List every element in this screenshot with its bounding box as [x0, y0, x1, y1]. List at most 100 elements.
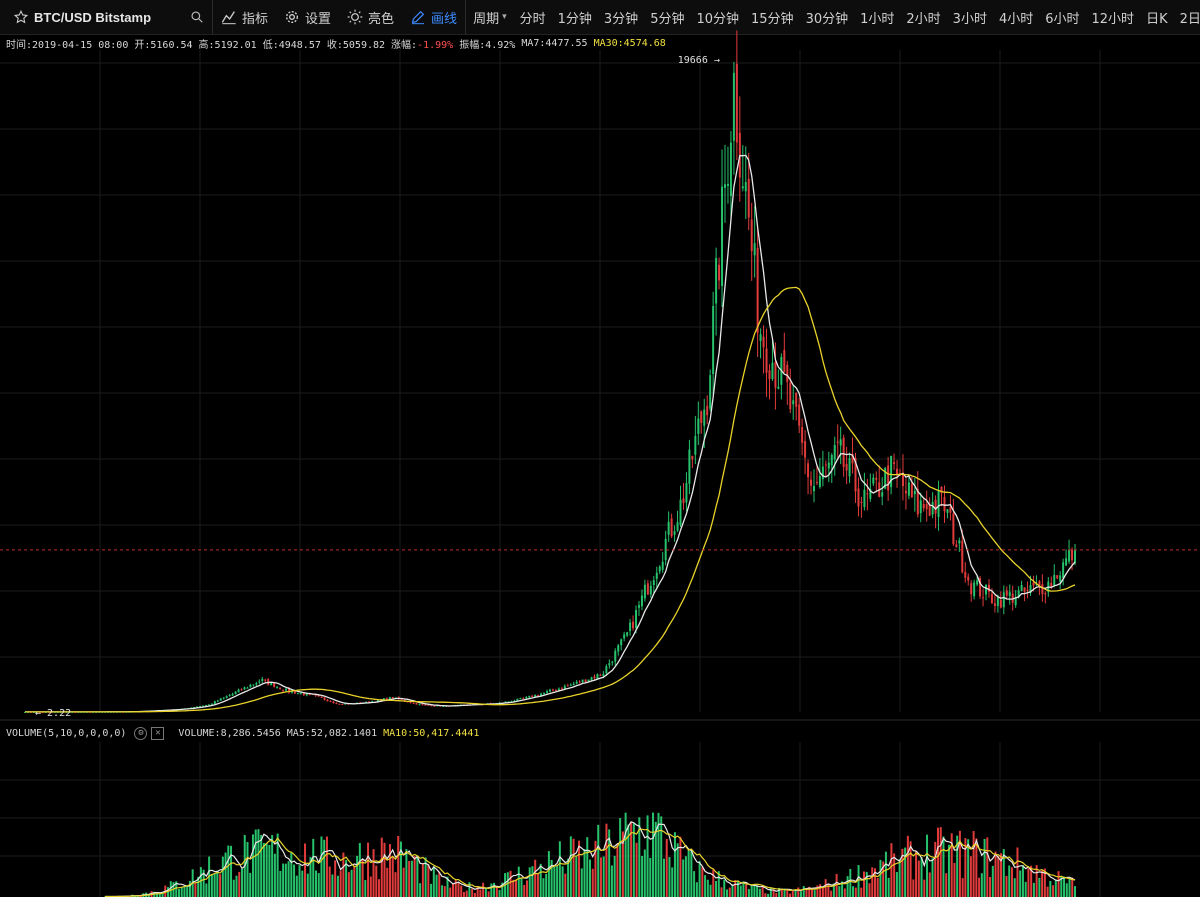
volume-bar [156, 893, 159, 897]
volume-bar [378, 879, 381, 897]
search-icon[interactable] [190, 10, 204, 24]
indicator-button[interactable]: 指标 [213, 0, 276, 34]
volume-bar [728, 887, 731, 897]
volume-bar [534, 859, 537, 897]
volume-bar [1010, 867, 1013, 897]
volume-bar [726, 889, 729, 897]
settings-button[interactable]: 设置 [276, 0, 339, 34]
volume-bar [873, 868, 876, 897]
candle-body [551, 689, 554, 691]
candle-body [415, 703, 418, 705]
volume-bar [1030, 865, 1033, 897]
candle-body [818, 476, 821, 487]
candle-body [649, 585, 652, 595]
interval-6[interactable]: 30分钟 [805, 11, 849, 27]
volume-bar [1068, 877, 1071, 897]
volume-bar [539, 863, 542, 897]
volume-bar [947, 844, 950, 897]
candle-body [869, 488, 872, 499]
candle-body [430, 705, 433, 707]
candle-body [629, 622, 632, 631]
period-dropdown[interactable]: 周期 ▾ [466, 8, 514, 27]
candle-body [537, 695, 540, 697]
volume-bar [594, 840, 597, 897]
interval-8[interactable]: 2小时 [906, 11, 941, 27]
volume-bar [1002, 849, 1005, 897]
volume-bar [1041, 870, 1044, 897]
candle-body [201, 705, 204, 707]
volume-bar [561, 866, 564, 897]
volume-settings-icon[interactable]: ⚙ [134, 726, 148, 740]
volume-bar [605, 823, 608, 897]
candle-body [605, 666, 608, 674]
candle-body [302, 693, 305, 696]
interval-13[interactable]: 日K [1146, 11, 1168, 27]
candle-body [747, 178, 750, 218]
candle-body [860, 501, 863, 503]
candle-body [1002, 592, 1005, 608]
theme-button[interactable]: 亮色 [339, 0, 402, 34]
candle-body [667, 521, 670, 535]
candle-body [385, 698, 388, 700]
volume-bar [917, 860, 920, 897]
info-low: 低:4948.57 [262, 40, 321, 51]
volume-bar [632, 823, 635, 897]
volume-bar [427, 864, 430, 897]
volume-bar [460, 885, 463, 897]
volume-bar [525, 880, 528, 897]
interval-10[interactable]: 4小时 [998, 11, 1034, 27]
volume-bar [682, 859, 685, 897]
candle-body [1053, 574, 1056, 586]
interval-4[interactable]: 10分钟 [696, 11, 740, 27]
candle-body [804, 441, 807, 458]
candle-body [721, 186, 724, 286]
volume-bar [767, 893, 770, 897]
candle-body [299, 693, 302, 695]
interval-14[interactable]: 2日 [1179, 11, 1200, 27]
volume-bar [745, 884, 748, 897]
info-change: 涨幅:-1.99% [391, 36, 453, 51]
candle-body [225, 696, 228, 698]
volume-bar [167, 887, 170, 897]
interval-7[interactable]: 1小时 [860, 11, 895, 27]
volume-bar [893, 853, 896, 897]
volume-bar [646, 815, 649, 897]
interval-5[interactable]: 15分钟 [751, 11, 794, 27]
candle-body [890, 455, 893, 488]
volume-bar [1057, 871, 1060, 897]
volume-bar [199, 867, 202, 897]
candle-body [213, 701, 216, 704]
interval-11[interactable]: 6小时 [1045, 11, 1080, 27]
candle-body [990, 593, 993, 604]
candle-body [549, 689, 551, 692]
volume-bar [202, 869, 205, 897]
volume-bar [334, 860, 337, 897]
volume-bar [643, 849, 646, 897]
volume-bar [512, 879, 515, 897]
interval-12[interactable]: 12小时 [1091, 11, 1135, 27]
volume-bar [758, 888, 761, 897]
volume-bar [964, 838, 967, 897]
volume-bar [1027, 868, 1030, 897]
candle-body [824, 464, 827, 466]
interval-9[interactable]: 3小时 [952, 11, 987, 27]
candle-body [421, 704, 424, 706]
interval-2[interactable]: 3分钟 [603, 11, 639, 27]
volume-bar [630, 822, 633, 897]
volume-bar [791, 890, 794, 897]
volume-bar [934, 841, 937, 897]
volume-bar [906, 835, 909, 897]
period-label: 周期 [473, 11, 500, 27]
volume-bar [312, 838, 315, 897]
star-icon[interactable] [14, 10, 28, 24]
volume-bar [219, 874, 222, 897]
volume-close-icon[interactable]: ✕ [151, 726, 165, 740]
volume-bar [1060, 876, 1063, 897]
interval-3[interactable]: 5分钟 [650, 11, 685, 27]
volume-bar [1063, 876, 1066, 897]
interval-0[interactable]: 分时 [519, 11, 546, 27]
interval-1[interactable]: 1分钟 [557, 11, 592, 27]
candle-body [584, 679, 587, 683]
draw-button[interactable]: 画线 [402, 0, 465, 34]
